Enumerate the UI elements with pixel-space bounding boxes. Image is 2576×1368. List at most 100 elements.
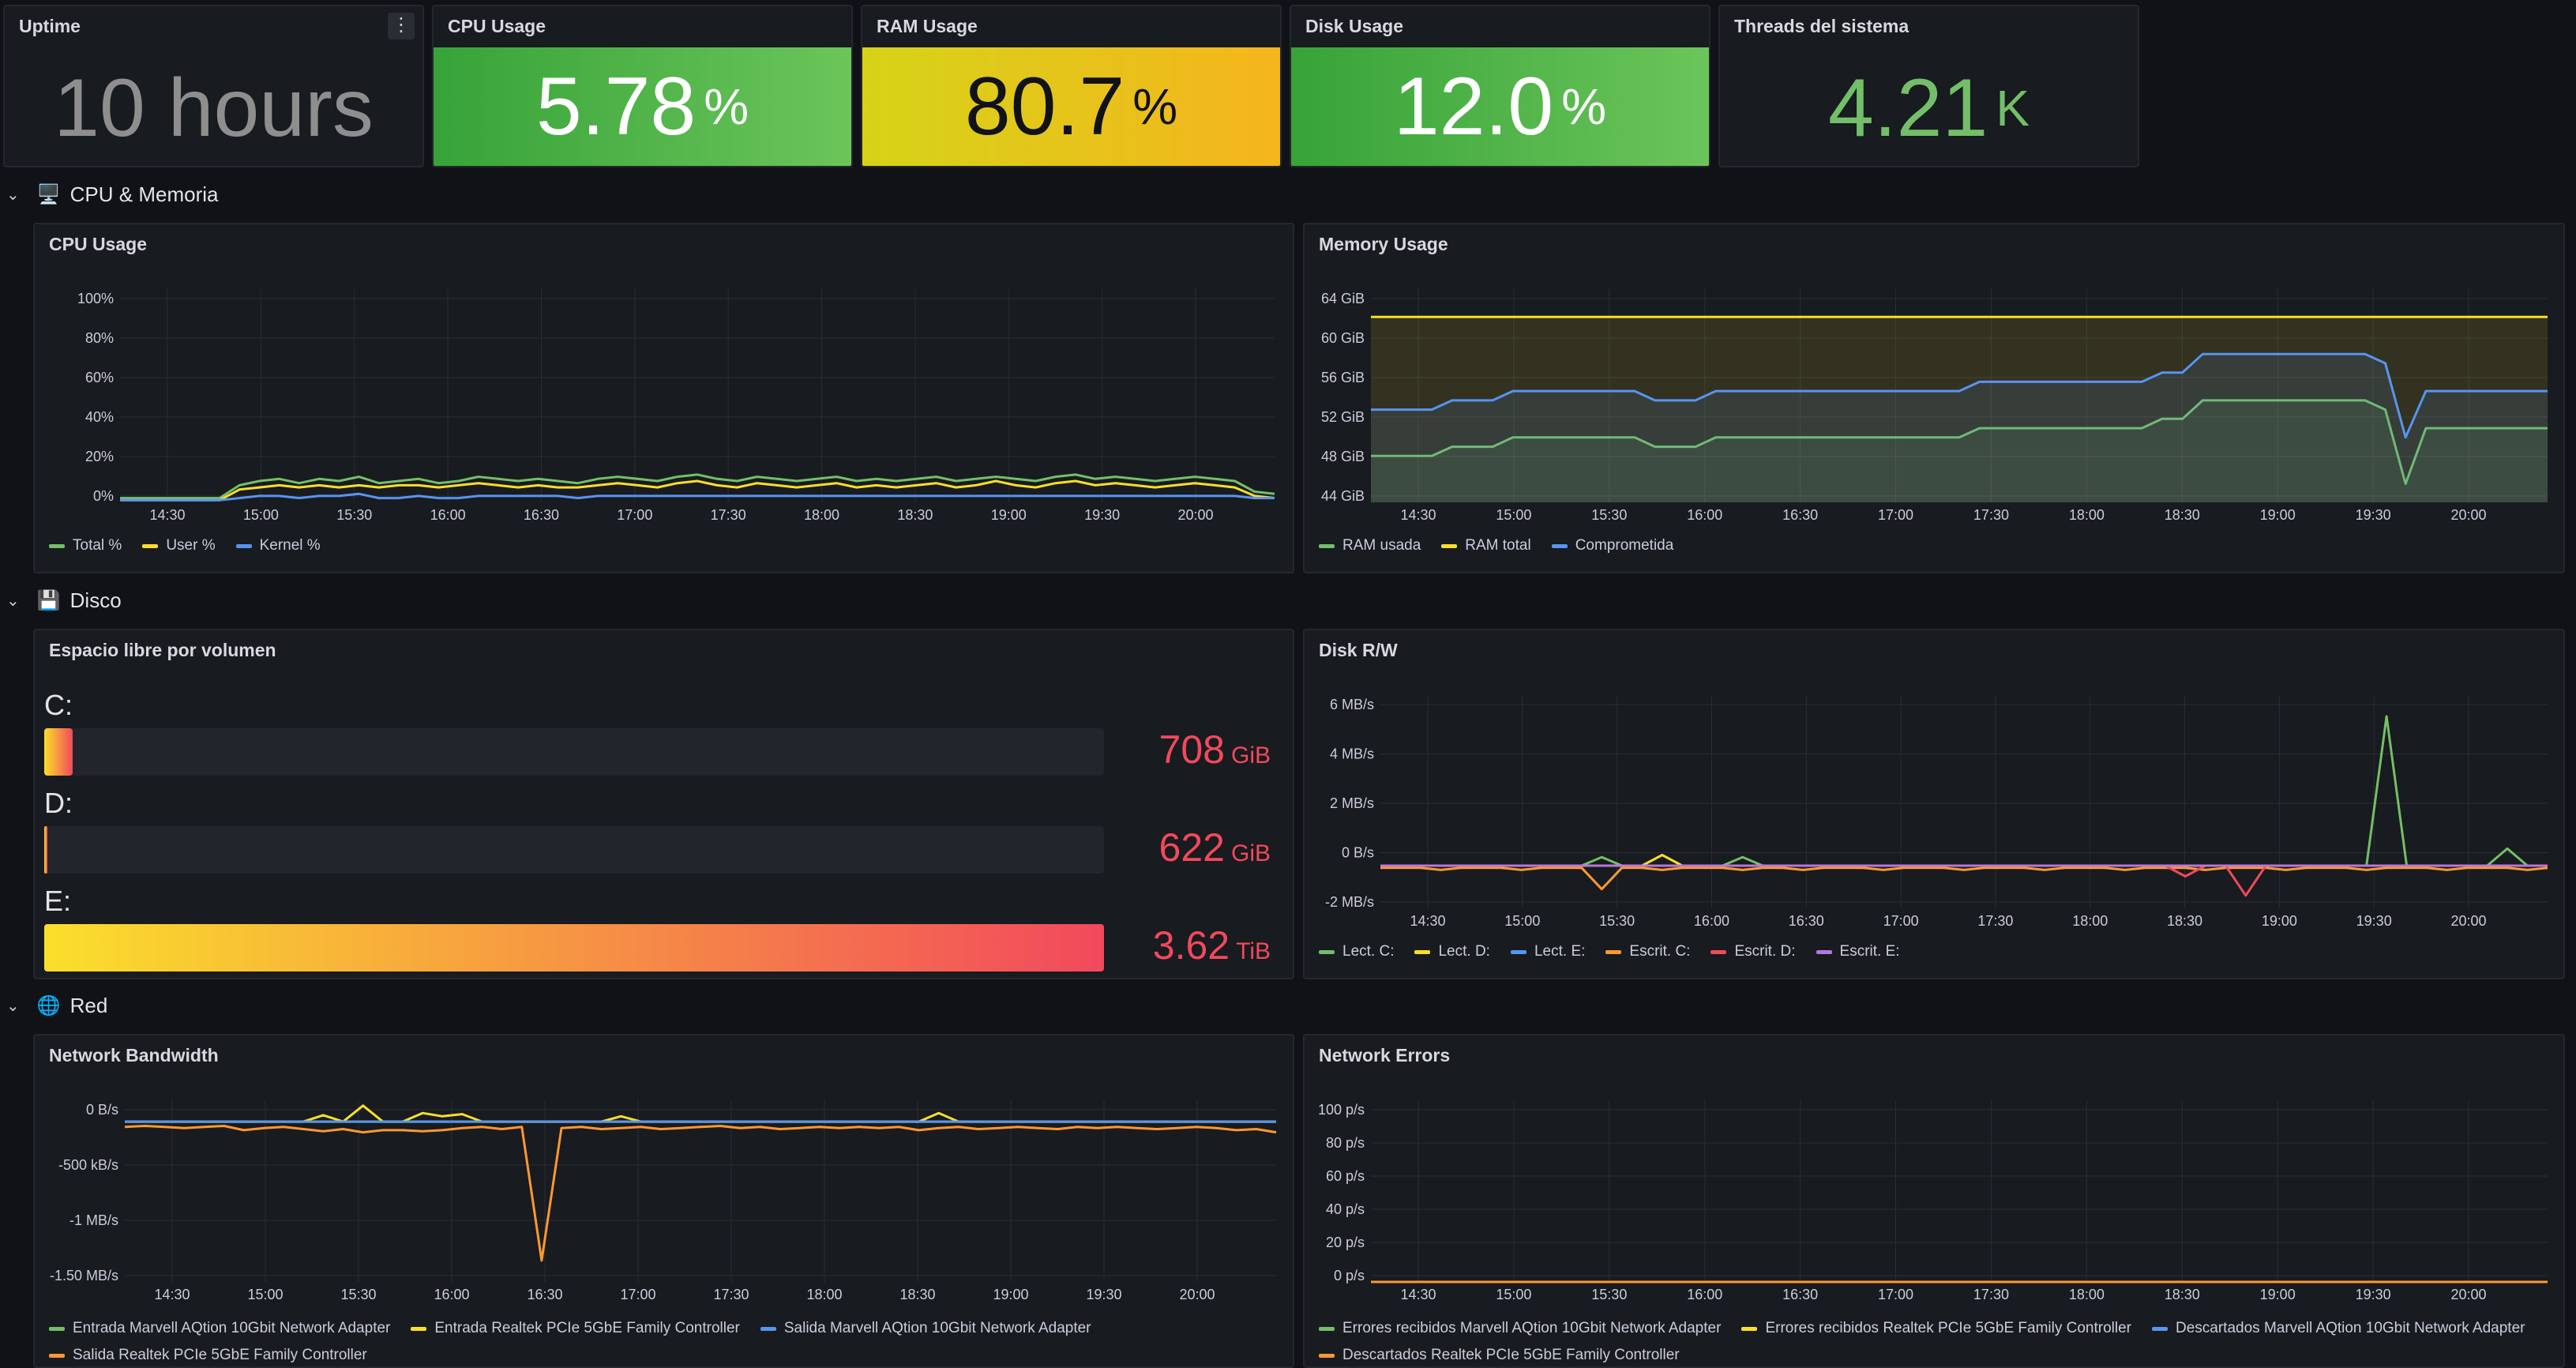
legend-item[interactable]: Total % (49, 537, 122, 554)
network-errors-chart: 100 p/s 80 p/s 60 p/s 40 p/s 20 p/s 0 p/s 14:3… (1318, 1100, 2548, 1302)
legend-swatch (1551, 543, 1568, 548)
stat-value-area: 12.0% (1291, 47, 1709, 166)
network-bandwidth-chart: 0 B/s -500 kB/s -1 MB/s -1.50 MB/s 14:30 15:0… (50, 1100, 1277, 1302)
y-tick-label: 20% (85, 449, 114, 464)
disk-rw-chart-panel[interactable]: Disk R/W 6 MB/s 4 MB/s 2 MB/s 0 B/s -2 MB/s 1… (1303, 629, 2565, 979)
x-tick-label: 17:30 (711, 507, 746, 523)
x-tick-label: 18:30 (899, 1287, 935, 1302)
chevron-down-icon: ⌄ (6, 592, 20, 610)
series-line[interactable] (1380, 866, 2548, 891)
legend-item[interactable]: Entrada Marvell AQtion 10Gbit Network Ad… (49, 1320, 390, 1337)
legend-item[interactable]: Escrit. C: (1605, 943, 1690, 960)
x-tick-label: 14:30 (1400, 507, 1436, 523)
x-tick-label: 20:00 (2450, 507, 2486, 523)
legend-item[interactable]: Lect. E: (1510, 943, 1586, 960)
memory-usage-chart-panel[interactable]: Memory Usage 64 GiB 60 GiB 56 GiB 52 GiB 48 … (1303, 223, 2565, 573)
legend-item[interactable]: RAM usada (1319, 537, 1421, 554)
volume-bar-fill (44, 826, 48, 874)
legend-item[interactable]: Salida Realtek PCIe 5GbE Family Controll… (49, 1347, 367, 1364)
legend-label: Lect. E: (1534, 943, 1586, 960)
cpu-usage-stat-panel[interactable]: 5.78% CPU Usage (432, 5, 853, 167)
x-tick-label: 16:30 (1782, 507, 1818, 523)
legend-item[interactable]: Escrit. D: (1710, 943, 1796, 960)
legend-item[interactable]: Errores recibidos Realtek PCIe 5GbE Fami… (1741, 1320, 2131, 1337)
legend-item[interactable]: Descartados Realtek PCIe 5GbE Family Con… (1319, 1347, 1680, 1364)
espacio-libre-panel[interactable]: Espacio libre por volumen C: 708 GiB D: 622 G… (33, 629, 1294, 979)
series-line[interactable] (1380, 715, 2548, 867)
x-tick-label: 15:00 (243, 507, 279, 523)
series-line[interactable] (120, 479, 1275, 502)
legend-swatch (49, 543, 65, 548)
stat-unit: % (1561, 78, 1607, 135)
legend-item[interactable]: Comprometida (1551, 537, 1673, 554)
legend-item[interactable]: Entrada Realtek PCIe 5GbE Family Control… (411, 1320, 740, 1337)
series-line[interactable] (125, 1104, 1276, 1123)
x-tick-label: 15:00 (1496, 507, 1531, 523)
legend-item[interactable]: RAM total (1441, 537, 1531, 554)
legend-label: Errores recibidos Realtek PCIe 5GbE Fami… (1765, 1320, 2131, 1336)
x-tick-label: 19:30 (2356, 507, 2391, 523)
stat-value: 12.0 (1393, 61, 1554, 152)
legend-item[interactable]: Escrit. E: (1816, 943, 1900, 960)
ram-total-area (1371, 317, 2548, 502)
ram-usage-stat-panel[interactable]: 80.7% RAM Usage (861, 5, 1282, 167)
legend-label: Entrada Realtek PCIe 5GbE Family Control… (434, 1320, 740, 1336)
chart-legend: RAM usada RAM total Comprometida (1319, 537, 1673, 554)
legend-item[interactable]: Lect. C: (1319, 943, 1394, 960)
x-tick-label: 17:00 (1883, 913, 1919, 929)
panel-title: CPU Usage (49, 234, 147, 254)
row-header-cpu-memoria[interactable]: ⌄ 🖥️ CPU & Memoria (6, 179, 218, 210)
panel-menu-icon[interactable]: ⋮ (388, 13, 415, 39)
x-tick-label: 17:00 (1878, 507, 1913, 523)
x-tick-label: 19:30 (1084, 507, 1120, 523)
series-line[interactable] (124, 1125, 1277, 1262)
cpu-usage-chart-panel[interactable]: CPU Usage 100% 80% 60% 40% 20% 0% 14:30 15:00 15… (33, 223, 1294, 573)
x-tick-label: 16:00 (1687, 1287, 1722, 1302)
series-line[interactable] (120, 492, 1275, 502)
series-line[interactable] (120, 473, 1275, 500)
volume-label: C: (44, 689, 73, 721)
legend-swatch (1414, 949, 1431, 954)
legend-item[interactable]: Lect. D: (1414, 943, 1490, 960)
legend-item[interactable]: Kernel % (235, 537, 321, 554)
threads-stat-panel[interactable]: Threads del sistema 4.21 K (1718, 5, 2139, 167)
uptime-stat-panel[interactable]: Uptime ⋮ 10 hours (3, 5, 424, 167)
row-title: CPU & Memoria (69, 182, 219, 206)
y-tick-label: 0 p/s (1334, 1268, 1365, 1283)
network-bandwidth-chart-panel[interactable]: Network Bandwidth 0 B/s -500 kB/s -1 MB/s -… (33, 1034, 1294, 1368)
y-tick-label: 52 GiB (1321, 409, 1365, 425)
row-header-red[interactable]: ⌄ 🌐 Red (6, 990, 107, 1021)
network-errors-chart-panel[interactable]: Network Errors 100 p/s 80 p/s 60 p/s 40 p/s… (1303, 1034, 2565, 1368)
x-tick-label: 15:00 (247, 1287, 283, 1302)
x-tick-label: 17:00 (1878, 1287, 1913, 1302)
legend-label: Total % (73, 537, 122, 554)
legend-swatch (1319, 949, 1335, 954)
floppy-disk-icon: 💾 (36, 589, 61, 611)
legend-item[interactable]: Salida Marvell AQtion 10Gbit Network Ada… (760, 1320, 1091, 1337)
legend-swatch (1741, 1326, 1758, 1331)
y-tick-label: 80 p/s (1326, 1135, 1365, 1151)
x-tick-label: 15:30 (1599, 913, 1635, 929)
y-tick-label: 80% (85, 330, 114, 346)
y-tick-label: 100 p/s (1318, 1102, 1365, 1118)
x-tick-label: 20:00 (2450, 913, 2486, 929)
series-line[interactable] (1371, 399, 2548, 485)
legend-swatch (1510, 949, 1526, 954)
row-header-disco[interactable]: ⌄ 💾 Disco (6, 584, 122, 616)
volume-label: E: (44, 885, 72, 917)
legend-label: Salida Realtek PCIe 5GbE Family Controll… (73, 1347, 367, 1363)
y-tick-label: 56 GiB (1321, 370, 1365, 385)
stat-value-area: 80.7% (862, 47, 1280, 166)
legend-item[interactable]: User % (142, 537, 216, 554)
y-tick-label: 4 MB/s (1330, 746, 1374, 762)
y-tick-label: 100% (77, 291, 114, 306)
chevron-down-icon: ⌄ (6, 997, 20, 1015)
legend-item[interactable]: Errores recibidos Marvell AQtion 10Gbit … (1319, 1320, 1721, 1337)
stat-value: 10 hours (54, 62, 374, 154)
series-line[interactable] (1380, 854, 2548, 867)
series-line[interactable] (1371, 352, 2548, 439)
legend-item[interactable]: Descartados Marvell AQtion 10Gbit Networ… (2152, 1320, 2525, 1337)
disk-usage-stat-panel[interactable]: 12.0% Disk Usage (1290, 5, 1710, 167)
x-tick-label: 20:00 (2450, 1287, 2486, 1302)
